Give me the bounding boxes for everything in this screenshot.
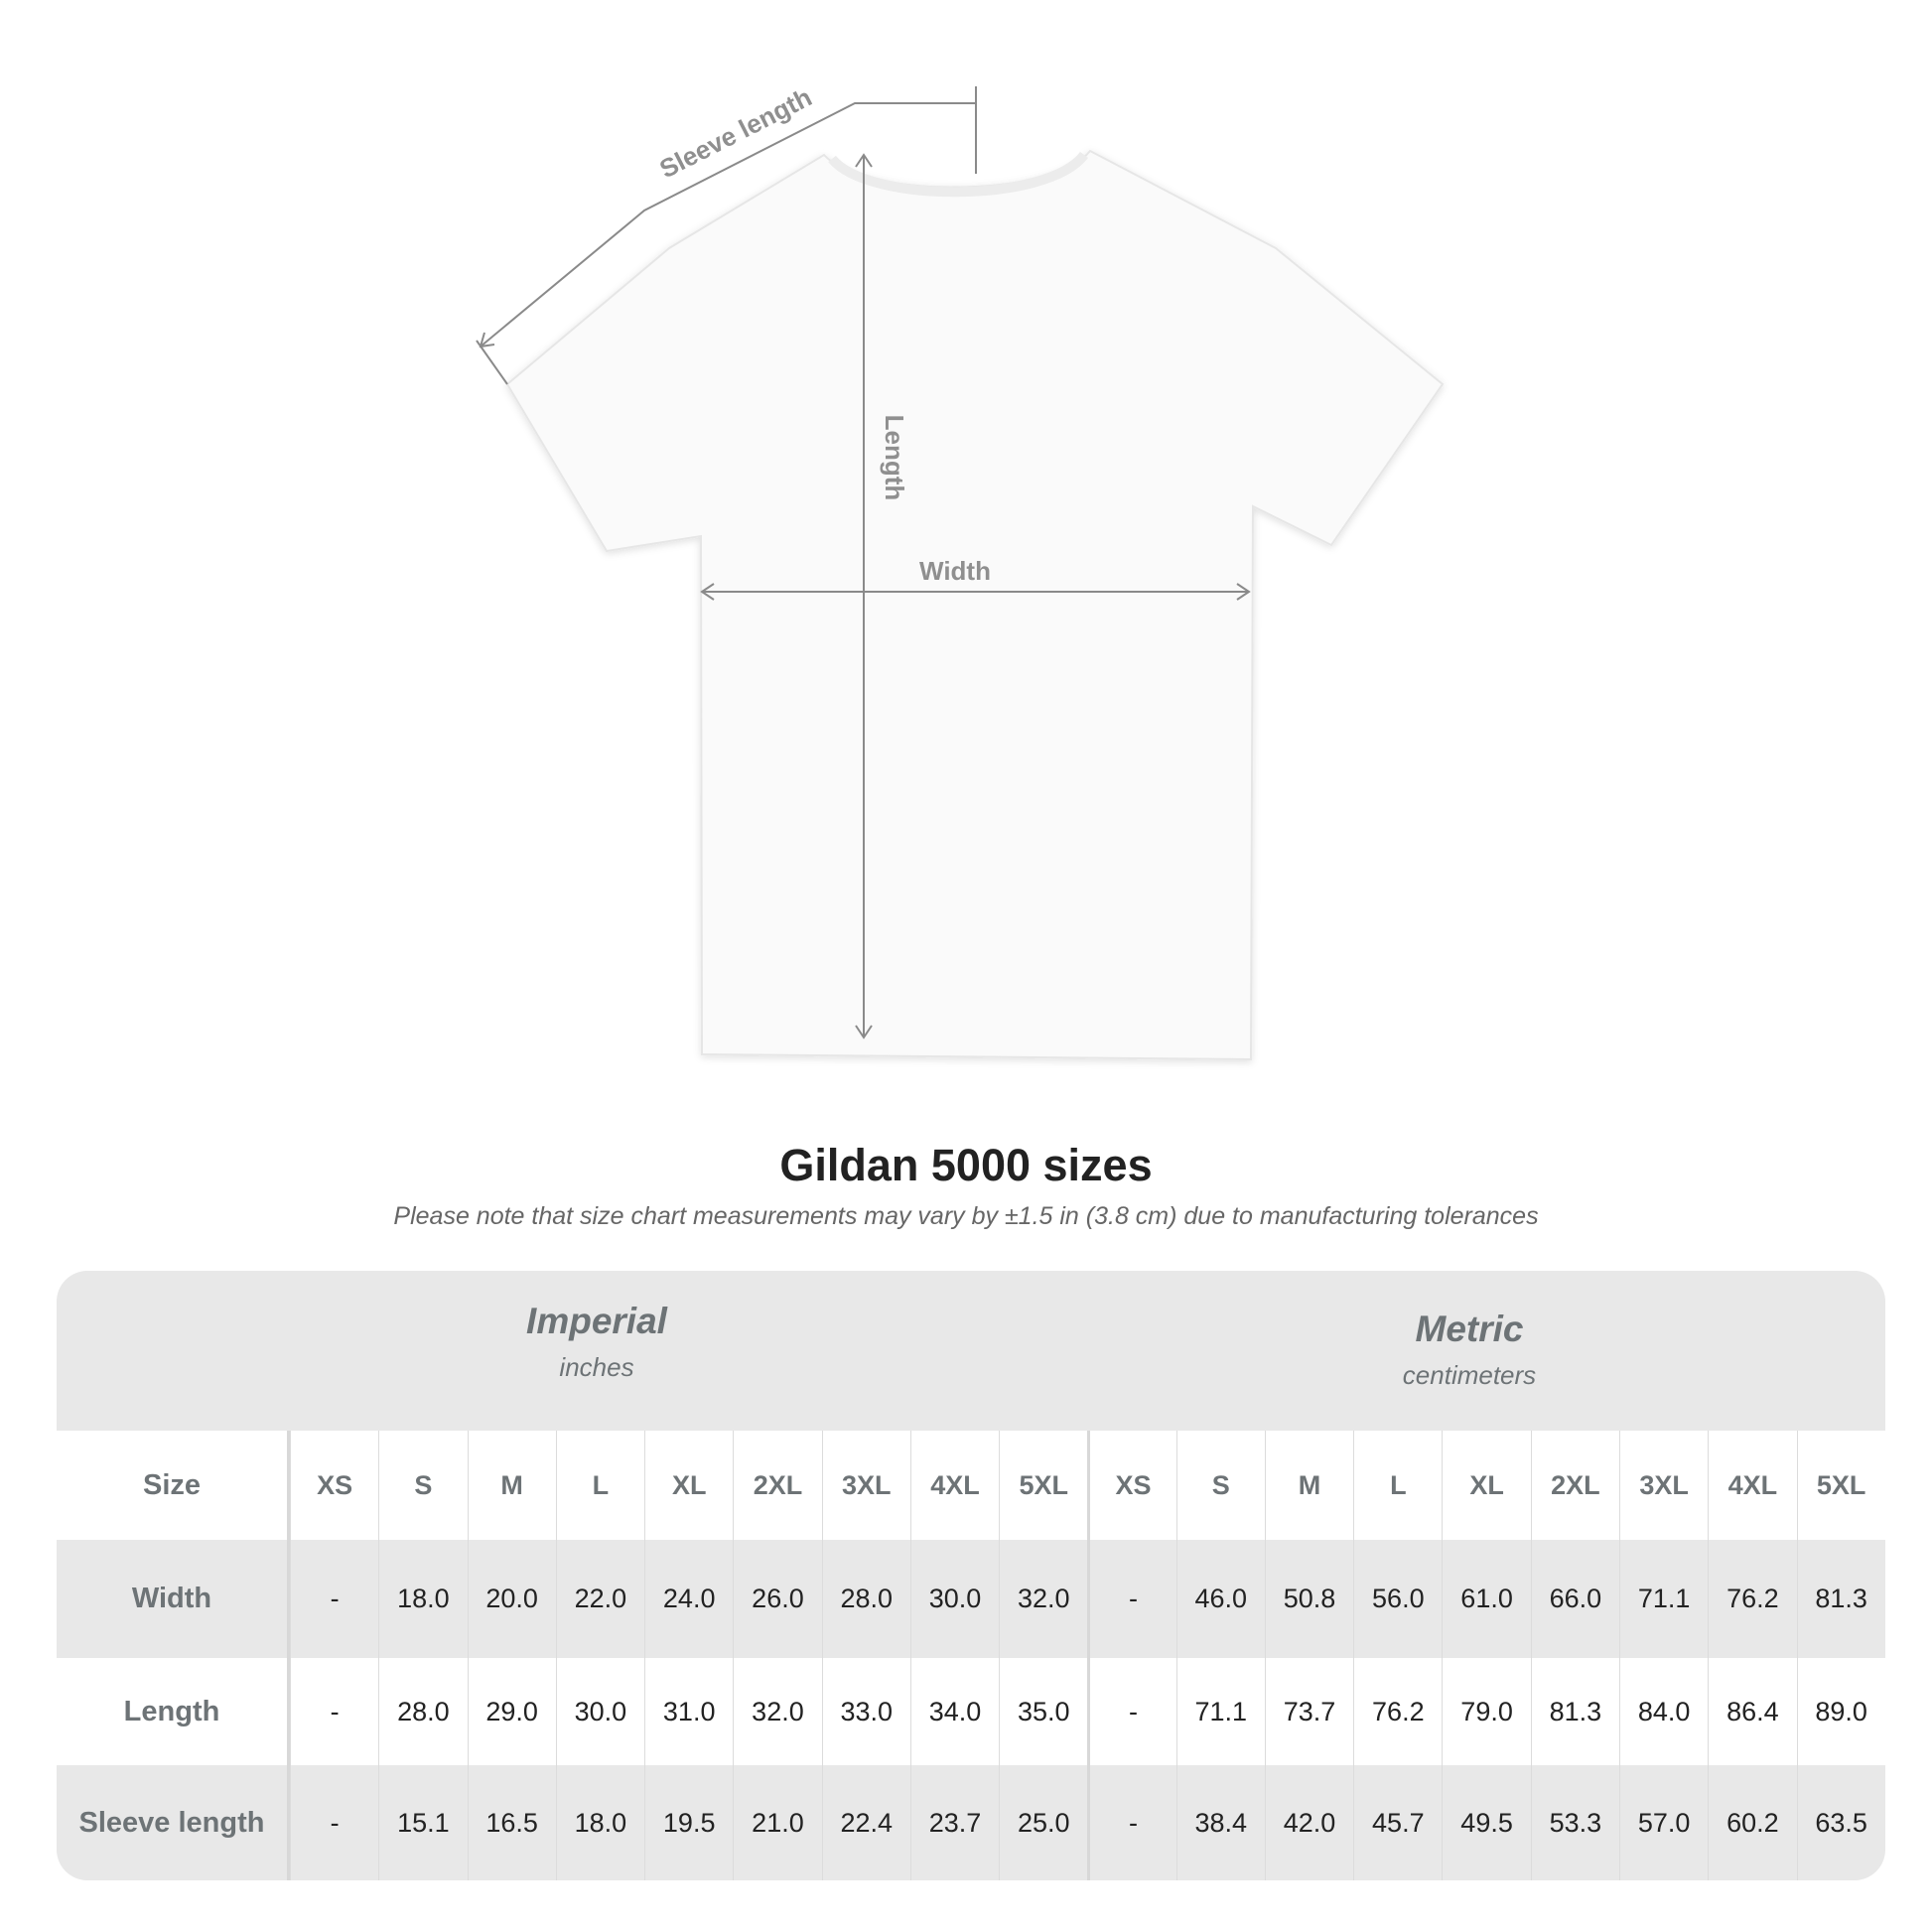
size-table: Imperial inches Metric centimeters Size X… (57, 1271, 1885, 1880)
value-cell: - (290, 1765, 378, 1880)
value-cell: 26.0 (733, 1540, 821, 1658)
value-cell: 28.0 (378, 1658, 467, 1765)
value-cell: 84.0 (1618, 1658, 1708, 1765)
metric-unit: centimeters (1402, 1360, 1537, 1390)
tshirt-diagram: Width Length Sleeve length (476, 82, 1445, 1061)
row-label: Length (57, 1658, 290, 1765)
value-cell: 56.0 (1353, 1540, 1442, 1658)
unit-header: Imperial inches Metric centimeters (57, 1271, 1885, 1431)
neck-collar (828, 151, 1088, 198)
tolerance-note: Please note that size chart measurements… (393, 1202, 1539, 1230)
value-cell: 76.2 (1708, 1540, 1796, 1658)
size-header-cell: 4XL (909, 1431, 999, 1540)
size-header-cell: 2XL (733, 1431, 821, 1540)
value-cell: 18.0 (555, 1765, 644, 1880)
value-cell: 19.5 (644, 1765, 733, 1880)
value-cell: 60.2 (1708, 1765, 1796, 1880)
size-header-cell: M (1264, 1431, 1353, 1540)
value-cell: 18.0 (378, 1540, 467, 1658)
value-cell: 46.0 (1175, 1540, 1265, 1658)
value-cell: 38.4 (1175, 1765, 1265, 1880)
table-row: Length -28.0 29.0 30.0 31.0 32.0 33.0 34.0 35.0-… (57, 1658, 1885, 1765)
size-header-cell: S (378, 1431, 467, 1540)
value-cell: 33.0 (821, 1658, 910, 1765)
table-row: Width -18.0 20.0 22.0 24.0 26.0 28.0 30.0 32.0-4… (57, 1540, 1885, 1658)
size-header-cell: L (1353, 1431, 1442, 1540)
value-cell: 42.0 (1264, 1765, 1353, 1880)
value-cell: - (1087, 1658, 1175, 1765)
row-label: Size (57, 1431, 290, 1540)
value-cell: 24.0 (644, 1540, 733, 1658)
size-header-cell: M (467, 1431, 556, 1540)
value-cell: 81.3 (1530, 1658, 1619, 1765)
size-header-cell: 3XL (821, 1431, 910, 1540)
value-cell: - (290, 1540, 378, 1658)
imperial-header: Imperial inches (299, 1301, 895, 1383)
value-cell: 73.7 (1264, 1658, 1353, 1765)
size-header-cell: 4XL (1708, 1431, 1796, 1540)
value-cell: 63.5 (1796, 1765, 1885, 1880)
value-cell: 20.0 (467, 1540, 556, 1658)
value-cell: 57.0 (1618, 1765, 1708, 1880)
value-cell: 81.3 (1796, 1540, 1885, 1658)
value-cell: - (290, 1658, 378, 1765)
value-cell: 29.0 (467, 1658, 556, 1765)
value-cell: 71.1 (1618, 1540, 1708, 1658)
value-cell: 23.7 (909, 1765, 999, 1880)
length-label: Length (880, 415, 909, 501)
value-cell: - (1087, 1765, 1175, 1880)
row-label: Width (57, 1540, 290, 1658)
value-cell: 53.3 (1530, 1765, 1619, 1880)
page-title: Gildan 5000 sizes (779, 1140, 1153, 1190)
sleeve-length-label: Sleeve length (654, 82, 816, 185)
metric-header: Metric centimeters (1172, 1309, 1767, 1391)
value-cell: 86.4 (1708, 1658, 1796, 1765)
value-cell: 50.8 (1264, 1540, 1353, 1658)
imperial-unit: inches (559, 1352, 634, 1382)
size-header-cell: 5XL (999, 1431, 1087, 1540)
value-cell: 45.7 (1353, 1765, 1442, 1880)
size-header-cell: XL (644, 1431, 733, 1540)
value-cell: 34.0 (909, 1658, 999, 1765)
value-cell: 49.5 (1442, 1765, 1530, 1880)
value-cell: 79.0 (1442, 1658, 1530, 1765)
value-cell: 76.2 (1353, 1658, 1442, 1765)
size-header-cell: XS (290, 1431, 378, 1540)
size-header-cell: XL (1442, 1431, 1530, 1540)
value-cell: 89.0 (1796, 1658, 1885, 1765)
value-cell: 71.1 (1175, 1658, 1265, 1765)
value-cell: 61.0 (1442, 1540, 1530, 1658)
value-cell: 30.0 (909, 1540, 999, 1658)
table-row: Sleeve length -15.1 16.5 18.0 19.5 21.0 22.4 23… (57, 1765, 1885, 1880)
metric-title: Metric (1415, 1309, 1524, 1349)
size-header-cell: XS (1087, 1431, 1175, 1540)
value-cell: 66.0 (1530, 1540, 1619, 1658)
size-header-cell: 5XL (1796, 1431, 1885, 1540)
value-cell: - (1087, 1540, 1175, 1658)
tshirt-shape (505, 149, 1445, 1061)
size-header-row: Size XS S M L XL 2XL 3XL 4XL 5XL XS S M L XL 2XL 3XL 4XL 5… (57, 1431, 1885, 1540)
value-cell: 22.0 (555, 1540, 644, 1658)
value-cell: 22.4 (821, 1765, 910, 1880)
size-header-cell: L (555, 1431, 644, 1540)
width-label: Width (919, 556, 991, 586)
value-cell: 35.0 (999, 1658, 1087, 1765)
value-cell: 32.0 (999, 1540, 1087, 1658)
value-cell: 21.0 (733, 1765, 821, 1880)
value-cell: 15.1 (378, 1765, 467, 1880)
size-header-cell: S (1175, 1431, 1265, 1540)
value-cell: 32.0 (733, 1658, 821, 1765)
value-cell: 31.0 (644, 1658, 733, 1765)
value-cell: 28.0 (821, 1540, 910, 1658)
size-header-cell: 2XL (1530, 1431, 1619, 1540)
row-label: Sleeve length (57, 1765, 290, 1880)
value-cell: 25.0 (999, 1765, 1087, 1880)
size-header-cell: 3XL (1618, 1431, 1708, 1540)
value-cell: 16.5 (467, 1765, 556, 1880)
value-cell: 30.0 (555, 1658, 644, 1765)
imperial-title: Imperial (526, 1301, 667, 1341)
sleeve-length-line (480, 102, 976, 347)
